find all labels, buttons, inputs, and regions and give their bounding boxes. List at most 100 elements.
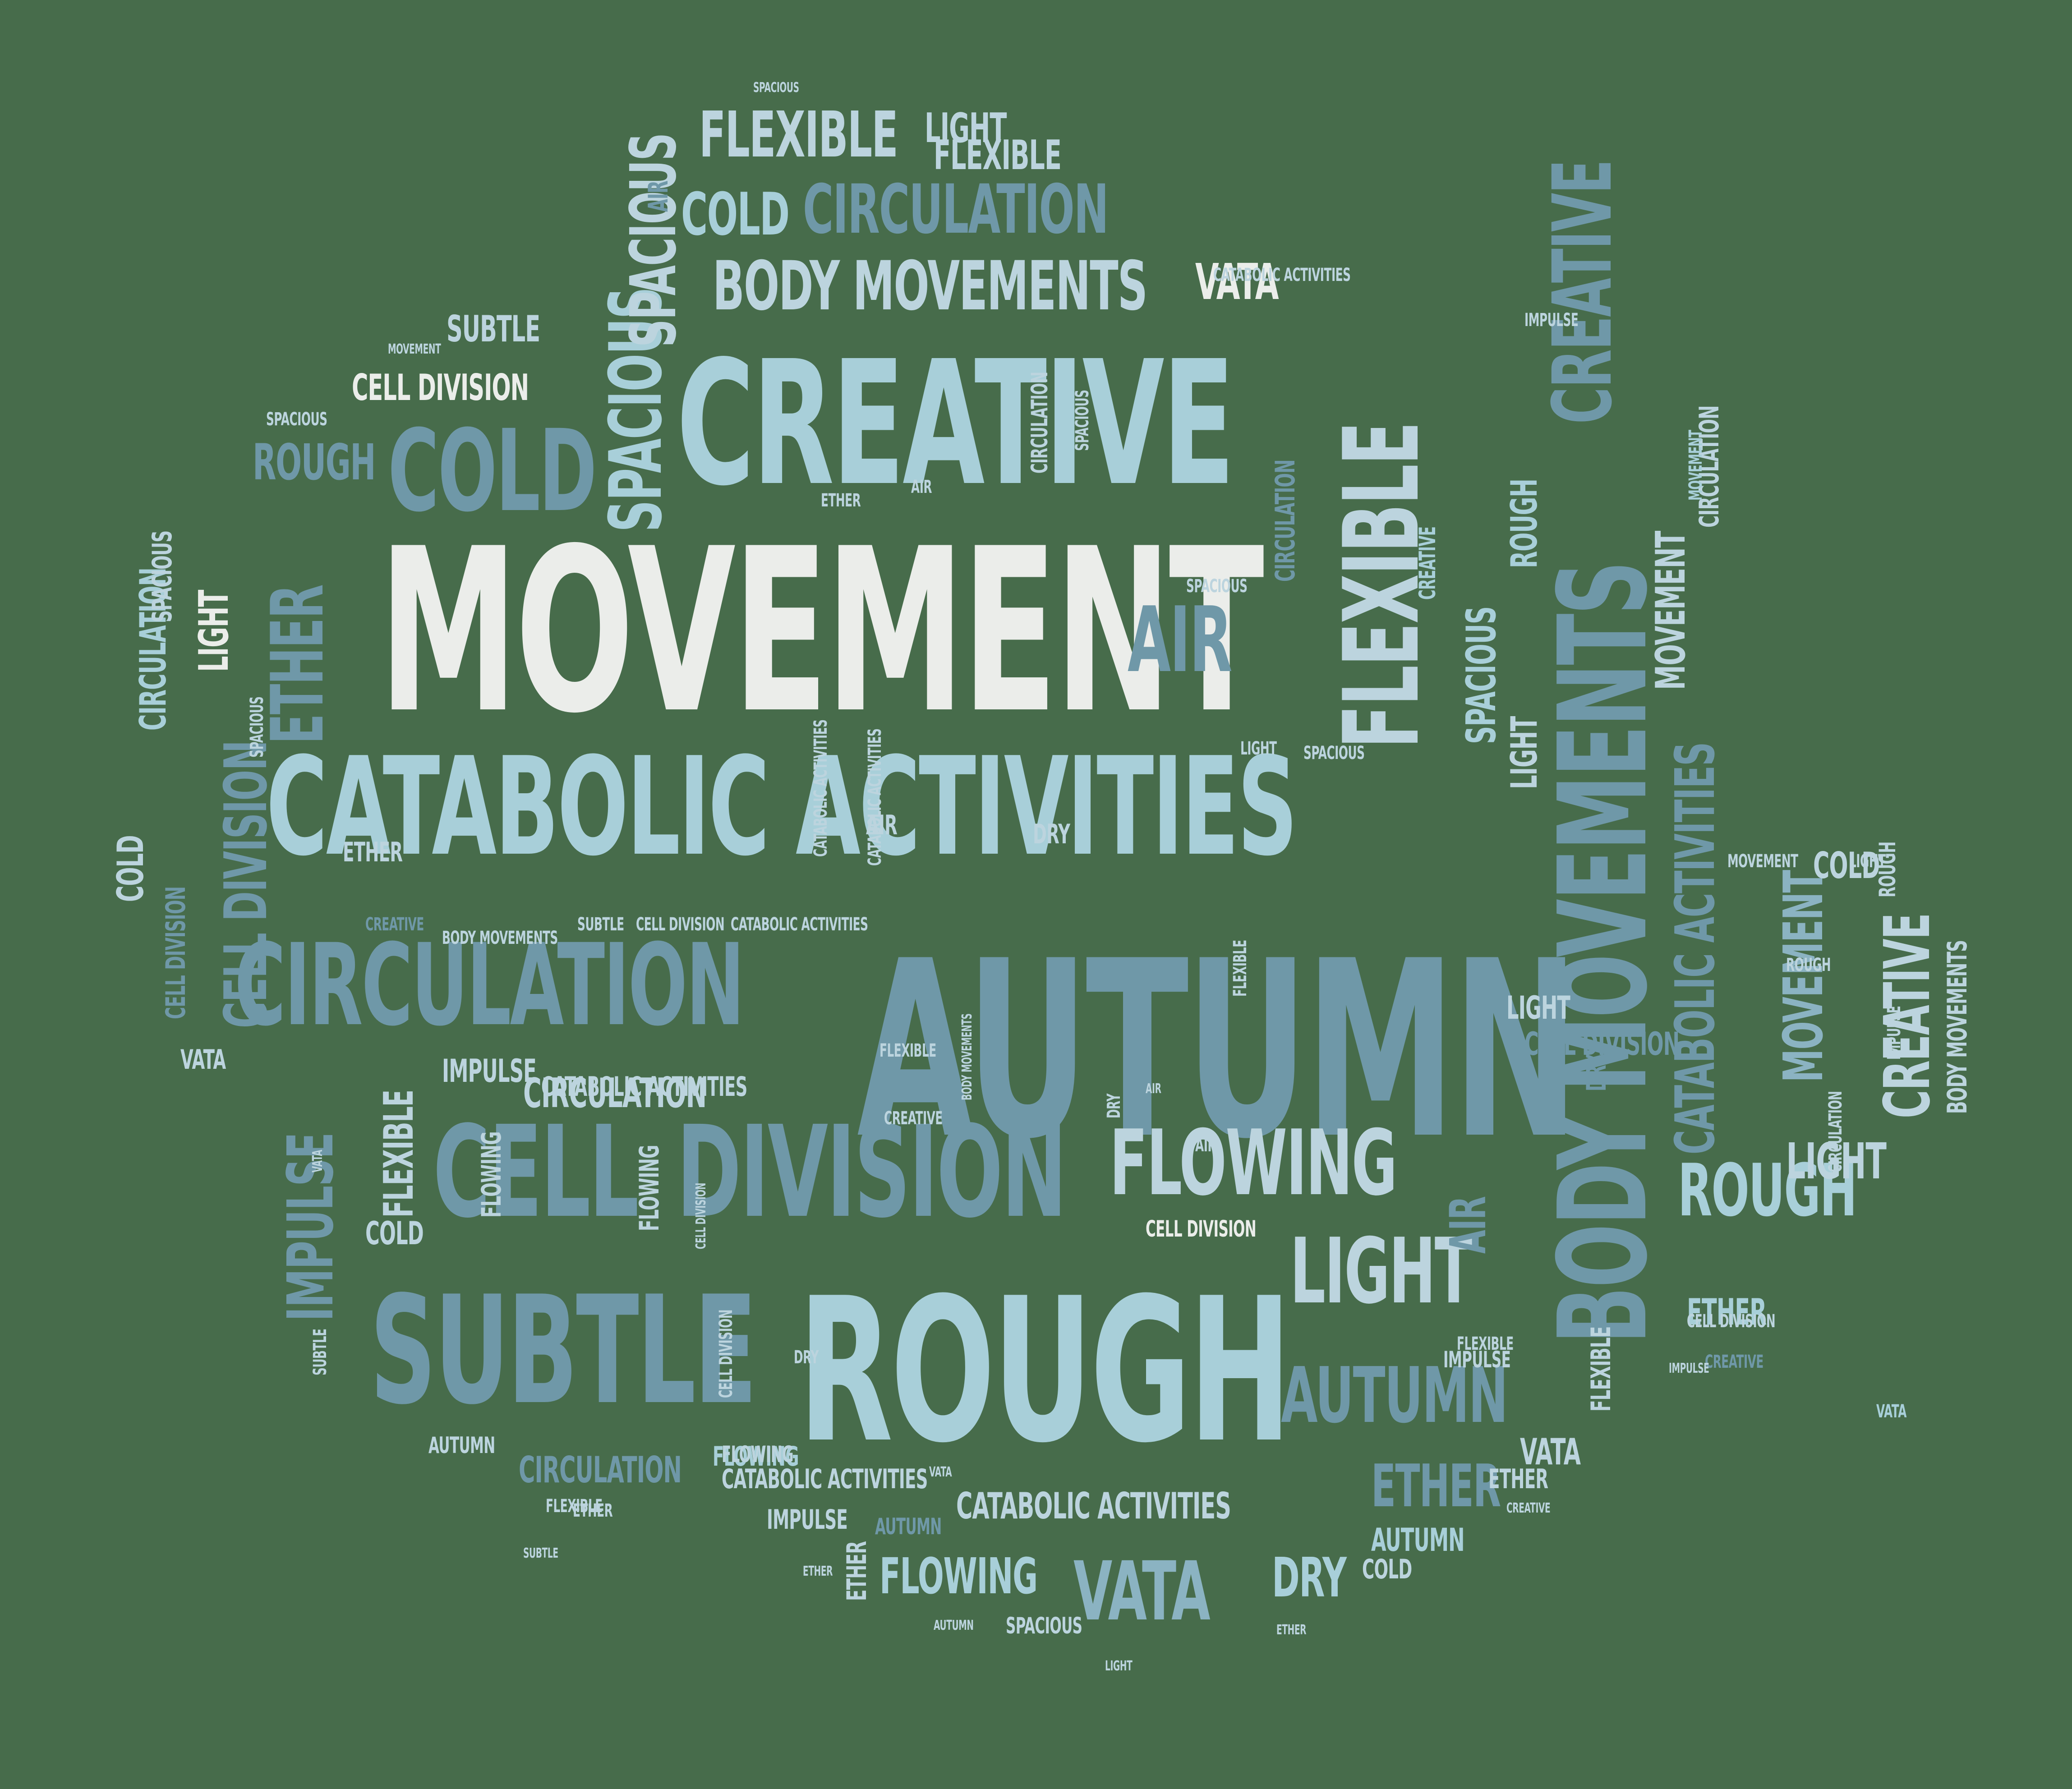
cloud-word: ROUGH xyxy=(253,433,376,491)
cloud-word: CATABOLIC ACTIVITIES xyxy=(810,719,831,857)
cloud-word: SPACIOUS xyxy=(1458,607,1505,744)
cloud-word: BODY MOVEMENTS xyxy=(1532,562,1674,1344)
cloud-word: ETHER xyxy=(1371,1452,1501,1520)
cloud-word: VATA xyxy=(929,1464,952,1480)
cloud-word: CREATIVE xyxy=(677,324,1235,524)
cloud-word: SUBTLE xyxy=(577,914,624,935)
cloud-word: MOVEMENT xyxy=(388,341,441,357)
cloud-word: SPACIOUS xyxy=(1072,390,1093,451)
cloud-word: IMPULSE xyxy=(442,1053,537,1090)
cloud-word: CIRCULATION xyxy=(519,1449,682,1491)
cloud-word: ETHER xyxy=(343,837,403,868)
cloud-word: CREATIVE xyxy=(365,914,424,935)
cloud-word: ROUGH xyxy=(798,1256,1292,1486)
cloud-word: FLEXIBLE xyxy=(699,98,898,172)
cloud-word: AIR xyxy=(643,180,674,212)
cloud-word: SPACIOUS xyxy=(1186,576,1248,597)
cloud-word: AIR xyxy=(1146,1081,1161,1097)
cloud-word: CELL DIVISION xyxy=(693,1182,709,1249)
cloud-word: AUTUMN xyxy=(857,909,1579,1192)
cloud-word: SPACIOUS xyxy=(753,80,799,96)
cloud-word: LIGHT xyxy=(1503,716,1545,789)
cloud-word: CREATIVE xyxy=(1705,1352,1764,1372)
cloud-word: VATA xyxy=(310,1150,326,1173)
cloud-word: LIGHT xyxy=(190,590,238,672)
cloud-word: MOVEMENT xyxy=(1773,870,1835,1082)
cloud-word: MOVEMENT xyxy=(1727,851,1798,872)
cloud-word: FLEXIBLE xyxy=(546,1496,603,1517)
cloud-word: CREATIVE xyxy=(1506,1500,1551,1516)
cloud-word: SPACIOUS xyxy=(1303,743,1365,763)
cloud-word: CELL DIVISION xyxy=(160,886,192,1019)
cloud-word: AIR xyxy=(1195,1135,1216,1156)
cloud-word: CREATIVE xyxy=(884,1108,943,1129)
cloud-word: FLOWING xyxy=(879,1547,1038,1605)
cloud-word: CIRCULATION xyxy=(523,1070,707,1117)
cloud-word: LIGHT xyxy=(1240,738,1277,759)
cloud-word: CATABOLIC ACTIVITIES xyxy=(1213,265,1351,285)
cloud-word: FLEXIBLE xyxy=(375,1090,423,1218)
cloud-word: AUTUMN xyxy=(875,1513,942,1540)
cloud-word: FLOWING xyxy=(722,1441,794,1467)
cloud-word: ETHER xyxy=(255,585,340,744)
cloud-word: FLOWING xyxy=(634,1145,665,1231)
cloud-word: DRY xyxy=(1104,1094,1124,1118)
cloud-word: FLEXIBLE xyxy=(1230,940,1251,997)
cloud-word: DRY xyxy=(794,1347,819,1368)
cloud-word: CELL DIVISION xyxy=(636,914,725,935)
cloud-word: SPACIOUS xyxy=(266,409,327,430)
cloud-word: CREATIVE xyxy=(1414,526,1441,600)
cloud-word: IMPULSE xyxy=(767,1504,848,1536)
cloud-word: MOVEMENT xyxy=(1685,430,1706,501)
cloud-word: CREATIVE xyxy=(1536,160,1630,424)
cloud-word: LIGHT xyxy=(1849,851,1886,872)
cloud-word: AIR xyxy=(911,477,932,497)
cloud-word: CIRCULATION xyxy=(1825,1091,1846,1173)
cloud-word: IMPULSE xyxy=(1524,310,1579,331)
cloud-word: CIRCULATION xyxy=(235,920,745,1051)
cloud-word: SUBTLE xyxy=(310,1329,331,1375)
cloud-word: FLEXIBLE xyxy=(934,132,1062,179)
cloud-word: DRY xyxy=(1033,819,1070,850)
cloud-word: FLOWING xyxy=(713,1441,799,1472)
cloud-word: CIRCULATION xyxy=(803,170,1109,249)
cloud-word: ETHER xyxy=(1488,1463,1548,1495)
cloud-word: CATABOLIC ACTIVITIES xyxy=(541,1071,747,1103)
cloud-word: CATABOLIC ACTIVITIES xyxy=(956,1485,1231,1527)
cloud-word: ROUGH xyxy=(1786,955,1831,975)
cloud-word: CATABOLIC ACTIVITIES xyxy=(731,914,868,935)
cloud-word: CELL DIVISION xyxy=(1524,1026,1680,1062)
cloud-word: CELL DIVISION xyxy=(1146,1216,1257,1242)
cloud-word: AUTUMN xyxy=(1281,1351,1508,1440)
cloud-word: CATABOLIC ACTIVITIES xyxy=(722,1463,928,1495)
cloud-word: COLD xyxy=(1362,1554,1412,1585)
cloud-word: CELL DIVISION xyxy=(352,367,529,409)
cloud-word: CELL DIVISION xyxy=(1687,1311,1776,1332)
cloud-word: FLEXIBLE xyxy=(1457,1334,1514,1354)
cloud-word: CATABOLIC ACTIVITIES xyxy=(1664,742,1727,1154)
cloud-word: FLEXIBLE xyxy=(1585,1326,1617,1412)
cloud-word: SUBTLE xyxy=(370,1264,757,1437)
cloud-word: COLD xyxy=(365,1215,424,1252)
cloud-word: VATA xyxy=(1876,1401,1906,1422)
cloud-word: MOVEMENT xyxy=(1647,531,1694,690)
cloud-word: SUBTLE xyxy=(523,1545,558,1561)
cloud-word: COLD xyxy=(681,180,790,248)
cloud-word: CATABOLIC ACTIVITIES xyxy=(865,728,885,866)
cloud-word: CELL DIVISION xyxy=(716,1309,737,1398)
cloud-word: LIGHT xyxy=(925,105,1007,152)
cloud-word: FLOWING xyxy=(1110,1111,1397,1216)
cloud-word: SPACIOUS xyxy=(247,696,267,758)
cloud-word: IMPULSE xyxy=(1669,1361,1709,1376)
cloud-word: SPACIOUS xyxy=(1006,1613,1082,1639)
cloud-word: COLD xyxy=(110,835,152,902)
cloud-word: ETHER xyxy=(803,1564,833,1579)
cloud-word: CIRCULATION xyxy=(1027,372,1053,474)
cloud-word: BODY MOVEMENTS xyxy=(1942,940,1973,1114)
cloud-word: ETHER xyxy=(821,490,861,511)
cloud-word: COLD xyxy=(388,405,597,537)
cloud-word: ETHER xyxy=(1687,1291,1767,1333)
cloud-word: LIGHT xyxy=(1506,989,1570,1026)
cloud-word: CIRCULATION xyxy=(1270,460,1301,582)
cloud-word: AIR xyxy=(1128,588,1233,693)
